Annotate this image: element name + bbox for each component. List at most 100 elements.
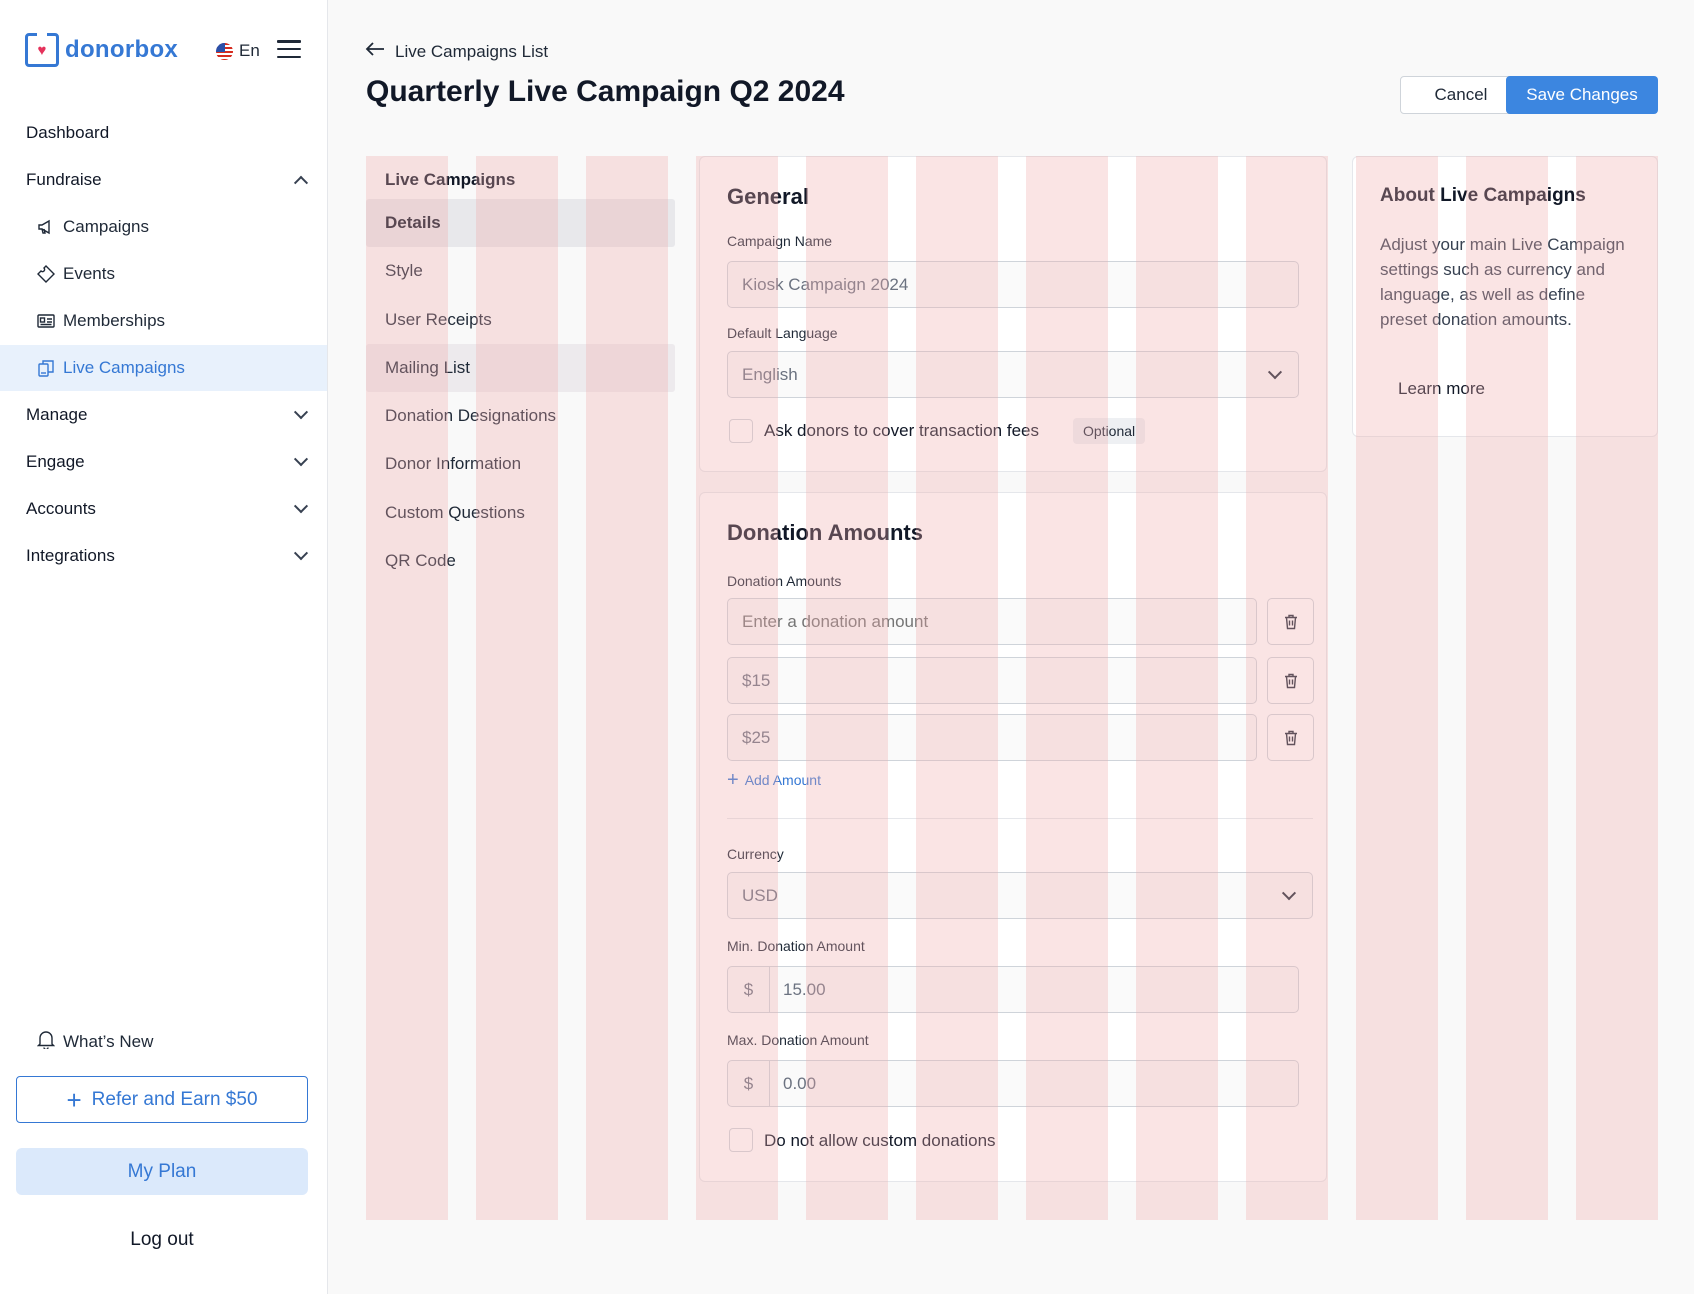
about-text: Adjust your main Live Campaign settings … [1380, 235, 1625, 329]
menu-icon[interactable] [277, 40, 301, 58]
nav-engage[interactable]: Engage [26, 447, 309, 477]
donation-amounts-title: Donation Amounts [727, 520, 923, 545]
default-language-select[interactable]: English [727, 351, 1299, 398]
sidebar-item-label: Events [63, 264, 115, 283]
campaign-name-input[interactable] [727, 261, 1299, 308]
cover-fees-label: Ask donors to cover transaction fees [764, 421, 1039, 440]
donorbox-logo[interactable]: ♥ donorbox [25, 33, 178, 67]
arrow-left-icon [365, 41, 385, 62]
us-flag-icon [216, 42, 233, 60]
logo-box-icon: ♥ [25, 33, 59, 67]
subnav-style[interactable]: Style [385, 261, 423, 280]
language-code: En [239, 41, 260, 60]
chevron-up-icon [293, 175, 309, 190]
nav-manage-label: Manage [26, 405, 88, 424]
id-card-icon [37, 312, 55, 330]
language-switcher[interactable]: En [216, 41, 260, 61]
min-donation-label: Min. Donation Amount [727, 938, 865, 954]
sidebar-item-label: Campaigns [63, 217, 149, 236]
chevron-down-icon [1267, 364, 1283, 379]
about-card [1352, 156, 1658, 437]
bell-icon [36, 1029, 56, 1054]
sidebar-item-live-campaigns[interactable]: Live Campaigns [0, 345, 327, 391]
nav-fundraise-label: Fundraise [26, 170, 102, 189]
subnav-custom-questions[interactable]: Custom Questions [385, 503, 525, 522]
save-changes-button[interactable]: Save Changes [1506, 76, 1658, 114]
refer-label: Refer and Earn $50 [91, 1088, 258, 1110]
add-amount-button[interactable]: + Add Amount [727, 770, 821, 790]
currency-prefix: $ [728, 967, 770, 1012]
nav-integrations[interactable]: Integrations [26, 541, 309, 571]
whats-new-link[interactable]: What’s New [36, 1029, 154, 1054]
currency-value: USD [742, 885, 778, 905]
no-custom-donations-checkbox[interactable] [729, 1128, 753, 1152]
kiosk-icon [37, 359, 55, 377]
plus-icon: + [727, 769, 739, 791]
whats-new-label: What’s New [63, 1031, 154, 1051]
back-to-list-link[interactable]: Live Campaigns List [365, 41, 548, 62]
trash-icon [1284, 673, 1297, 688]
nav-engage-label: Engage [26, 452, 85, 471]
delete-amount-button[interactable] [1267, 714, 1314, 761]
min-donation-field: $ [727, 966, 1299, 1013]
campaign-name-label: Campaign Name [727, 233, 833, 249]
page-title: Quarterly Live Campaign Q2 2024 [366, 75, 845, 108]
optional-badge: Optional [1073, 418, 1146, 444]
nav-integrations-label: Integrations [26, 546, 115, 565]
nav-accounts[interactable]: Accounts [26, 494, 309, 524]
about-title: About Live Campaigns [1380, 185, 1586, 206]
max-donation-field: $ [727, 1060, 1299, 1107]
chevron-down-icon [293, 452, 309, 467]
donation-amount-input-2[interactable] [727, 714, 1257, 761]
sidebar-item-memberships[interactable]: Memberships [0, 298, 327, 344]
nav-accounts-label: Accounts [26, 499, 96, 518]
add-amount-label: Add Amount [744, 772, 821, 788]
chevron-down-icon [293, 546, 309, 561]
learn-more-link[interactable]: Learn more [1398, 379, 1485, 398]
delete-amount-button[interactable] [1267, 598, 1314, 645]
default-language-value: English [742, 364, 798, 384]
min-donation-input[interactable] [770, 967, 1298, 1012]
subnav-user-receipts[interactable]: User Receipts [385, 310, 492, 329]
donation-amount-input-new[interactable] [727, 598, 1257, 645]
cancel-button[interactable]: Cancel [1400, 76, 1522, 114]
sidebar-item-events[interactable]: Events [0, 251, 327, 297]
logo-text: donorbox [65, 36, 179, 63]
chevron-down-icon [1281, 885, 1297, 900]
plus-icon: + [66, 1084, 82, 1115]
subnav-qr-code[interactable]: QR Code [385, 551, 456, 570]
nav-dashboard[interactable]: Dashboard [26, 118, 306, 148]
subnav-mailing-list[interactable]: Mailing List [366, 344, 675, 392]
subnav-title: Live Campaigns [385, 170, 516, 189]
general-card [699, 156, 1327, 472]
back-label: Live Campaigns List [395, 41, 549, 61]
subnav-donation-designations[interactable]: Donation Designations [385, 406, 557, 425]
currency-label: Currency [727, 846, 784, 862]
subnav-donor-information[interactable]: Donor Information [385, 454, 522, 473]
chevron-down-icon [293, 499, 309, 514]
trash-icon [1284, 614, 1297, 629]
sidebar-item-label: Live Campaigns [63, 358, 185, 377]
currency-select[interactable]: USD [727, 872, 1313, 919]
refer-and-earn-button[interactable]: + Refer and Earn $50 [16, 1076, 308, 1123]
logout-link[interactable]: Log out [130, 1229, 194, 1250]
default-language-label: Default Language [727, 325, 838, 341]
my-plan-button[interactable]: My Plan [16, 1148, 308, 1195]
sidebar-item-campaigns[interactable]: Campaigns [0, 204, 327, 250]
no-custom-donations-label: Do not allow custom donations [764, 1131, 996, 1150]
divider [727, 818, 1313, 819]
chevron-down-icon [293, 405, 309, 420]
nav-dashboard-label: Dashboard [26, 123, 110, 142]
cover-fees-checkbox[interactable] [729, 419, 753, 443]
megaphone-icon [37, 218, 55, 236]
delete-amount-button[interactable] [1267, 657, 1314, 704]
nav-manage[interactable]: Manage [26, 400, 309, 430]
max-donation-input[interactable] [770, 1061, 1298, 1106]
subnav-details[interactable]: Details [366, 199, 675, 247]
donation-amounts-label: Donation Amounts [727, 573, 842, 589]
sidebar-item-label: Memberships [63, 311, 166, 330]
general-title: General [727, 184, 809, 209]
ticket-icon [37, 265, 55, 283]
nav-fundraise[interactable]: Fundraise [26, 165, 309, 195]
donation-amount-input-1[interactable] [727, 657, 1257, 704]
